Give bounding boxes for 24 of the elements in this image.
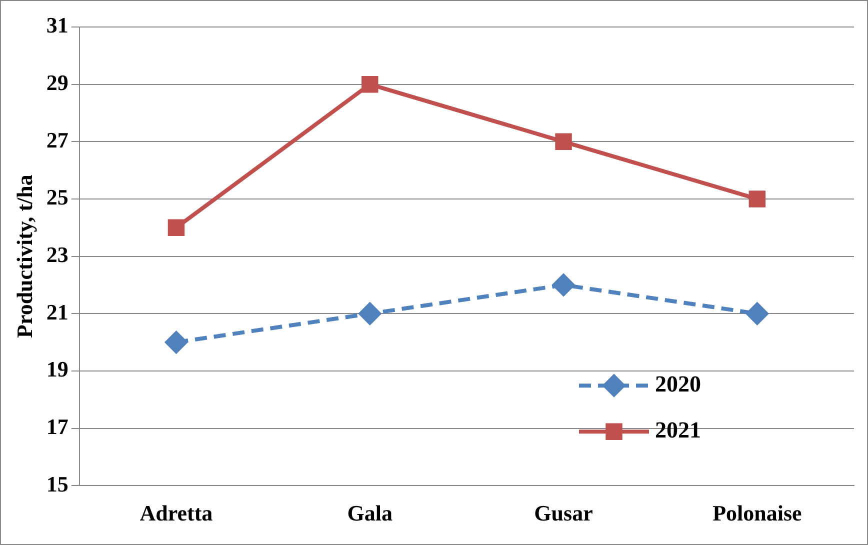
point (165, 331, 188, 354)
y-tick-label: 29 (46, 70, 68, 96)
legend-label: 2020 (655, 372, 701, 397)
y-axis-title: Productivity, t/ha (12, 174, 37, 338)
y-tick-label: 21 (46, 299, 68, 324)
point (362, 76, 378, 93)
point (552, 274, 575, 296)
x-tick-label: Gala (347, 500, 392, 526)
legend-label: 2021 (655, 418, 701, 443)
point (748, 190, 766, 208)
y-tick-label: 31 (46, 12, 68, 38)
y-tick-label: 17 (46, 414, 68, 439)
point (555, 133, 572, 150)
y-tick-label: 23 (46, 242, 68, 267)
x-tick-label: Gusar (534, 500, 594, 526)
y-tick-label: 15 (46, 471, 68, 496)
x-tick-label: Adretta (140, 500, 213, 526)
point (358, 302, 381, 325)
y-tick-label: 25 (46, 184, 68, 210)
x-tick-label: Polonaise (712, 500, 802, 526)
point (746, 302, 768, 325)
y-tick-label: 19 (46, 356, 68, 382)
y-tick-label: 27 (46, 127, 68, 152)
point (168, 219, 185, 236)
